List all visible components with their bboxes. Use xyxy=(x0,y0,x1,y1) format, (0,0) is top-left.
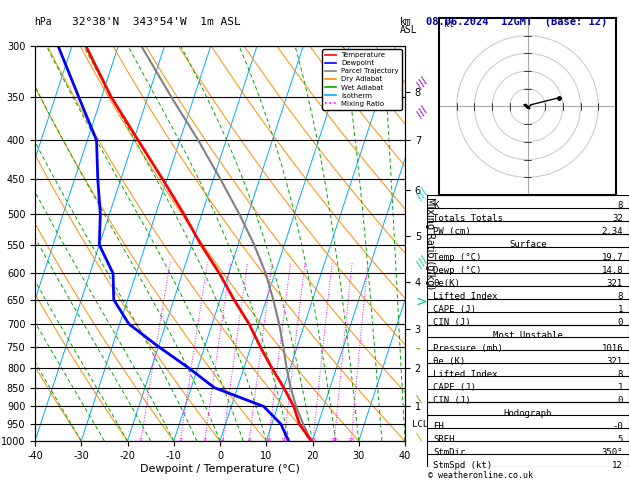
Text: 20: 20 xyxy=(330,438,338,443)
Text: CAPE (J): CAPE (J) xyxy=(433,305,476,314)
Text: 6: 6 xyxy=(247,438,251,443)
Text: 1: 1 xyxy=(618,305,623,314)
Text: 8: 8 xyxy=(267,438,270,443)
Text: 5: 5 xyxy=(618,434,623,444)
Text: Dewp (°C): Dewp (°C) xyxy=(433,266,481,275)
Text: 25: 25 xyxy=(347,438,355,443)
Text: PW (cm): PW (cm) xyxy=(433,227,470,236)
Text: -0: -0 xyxy=(612,422,623,431)
Text: 15: 15 xyxy=(309,438,317,443)
Text: kt: kt xyxy=(444,20,454,29)
Text: © weatheronline.co.uk: © weatheronline.co.uk xyxy=(428,471,533,480)
Text: 8: 8 xyxy=(618,292,623,301)
X-axis label: Dewpoint / Temperature (°C): Dewpoint / Temperature (°C) xyxy=(140,464,300,473)
Text: km: km xyxy=(399,17,411,27)
Text: Lifted Index: Lifted Index xyxy=(433,292,498,301)
Text: θe(K): θe(K) xyxy=(433,279,460,288)
Text: 8: 8 xyxy=(618,370,623,379)
Text: θe (K): θe (K) xyxy=(433,357,465,366)
Text: StmSpd (kt): StmSpd (kt) xyxy=(433,461,492,469)
Text: >: > xyxy=(415,295,426,308)
Text: 32°38'N  343°54'W  1m ASL: 32°38'N 343°54'W 1m ASL xyxy=(72,17,241,27)
Text: hPa: hPa xyxy=(35,17,52,27)
Text: 321: 321 xyxy=(607,279,623,288)
Text: 2.34: 2.34 xyxy=(601,227,623,236)
Text: /: / xyxy=(415,433,425,442)
Text: -: - xyxy=(415,343,420,357)
Text: K: K xyxy=(433,202,438,210)
Text: 12: 12 xyxy=(612,461,623,469)
Text: Pressure (mb): Pressure (mb) xyxy=(433,344,503,353)
Text: /: / xyxy=(415,394,425,403)
Text: 32: 32 xyxy=(612,214,623,224)
Text: EH: EH xyxy=(433,422,444,431)
Text: 321: 321 xyxy=(607,357,623,366)
Y-axis label: Mixing Ratio (g/kg): Mixing Ratio (g/kg) xyxy=(425,197,435,290)
Text: SREH: SREH xyxy=(433,434,455,444)
Text: 0: 0 xyxy=(618,396,623,405)
Text: StmDir: StmDir xyxy=(433,448,465,456)
Text: ///: /// xyxy=(415,75,430,90)
Text: 0: 0 xyxy=(618,318,623,327)
Legend: Temperature, Dewpoint, Parcel Trajectory, Dry Adiabat, Wet Adiabat, Isotherm, Mi: Temperature, Dewpoint, Parcel Trajectory… xyxy=(323,50,401,109)
Text: 14.8: 14.8 xyxy=(601,266,623,275)
Text: 8: 8 xyxy=(618,202,623,210)
Text: 08.06.2024  12GMT  (Base: 12): 08.06.2024 12GMT (Base: 12) xyxy=(426,17,607,27)
Text: 4: 4 xyxy=(221,438,225,443)
Text: CAPE (J): CAPE (J) xyxy=(433,383,476,392)
Text: 2: 2 xyxy=(178,438,182,443)
Text: ///: /// xyxy=(415,187,430,202)
Text: CIN (J): CIN (J) xyxy=(433,318,470,327)
Text: 350°: 350° xyxy=(601,448,623,456)
Text: LCL: LCL xyxy=(413,420,428,429)
Text: CIN (J): CIN (J) xyxy=(433,396,470,405)
Text: 19.7: 19.7 xyxy=(601,253,623,262)
Text: ASL: ASL xyxy=(399,25,417,35)
Text: 1: 1 xyxy=(618,383,623,392)
Text: ///: /// xyxy=(415,104,430,119)
Text: ///: /// xyxy=(415,255,430,270)
Text: Lifted Index: Lifted Index xyxy=(433,370,498,379)
Text: 3: 3 xyxy=(203,438,207,443)
Text: 1016: 1016 xyxy=(601,344,623,353)
Text: Most Unstable: Most Unstable xyxy=(493,331,563,340)
Text: Surface: Surface xyxy=(509,241,547,249)
Text: Temp (°C): Temp (°C) xyxy=(433,253,481,262)
Text: Hodograph: Hodograph xyxy=(504,409,552,417)
Text: Totals Totals: Totals Totals xyxy=(433,214,503,224)
Text: 10: 10 xyxy=(280,438,288,443)
Text: 1: 1 xyxy=(139,438,143,443)
